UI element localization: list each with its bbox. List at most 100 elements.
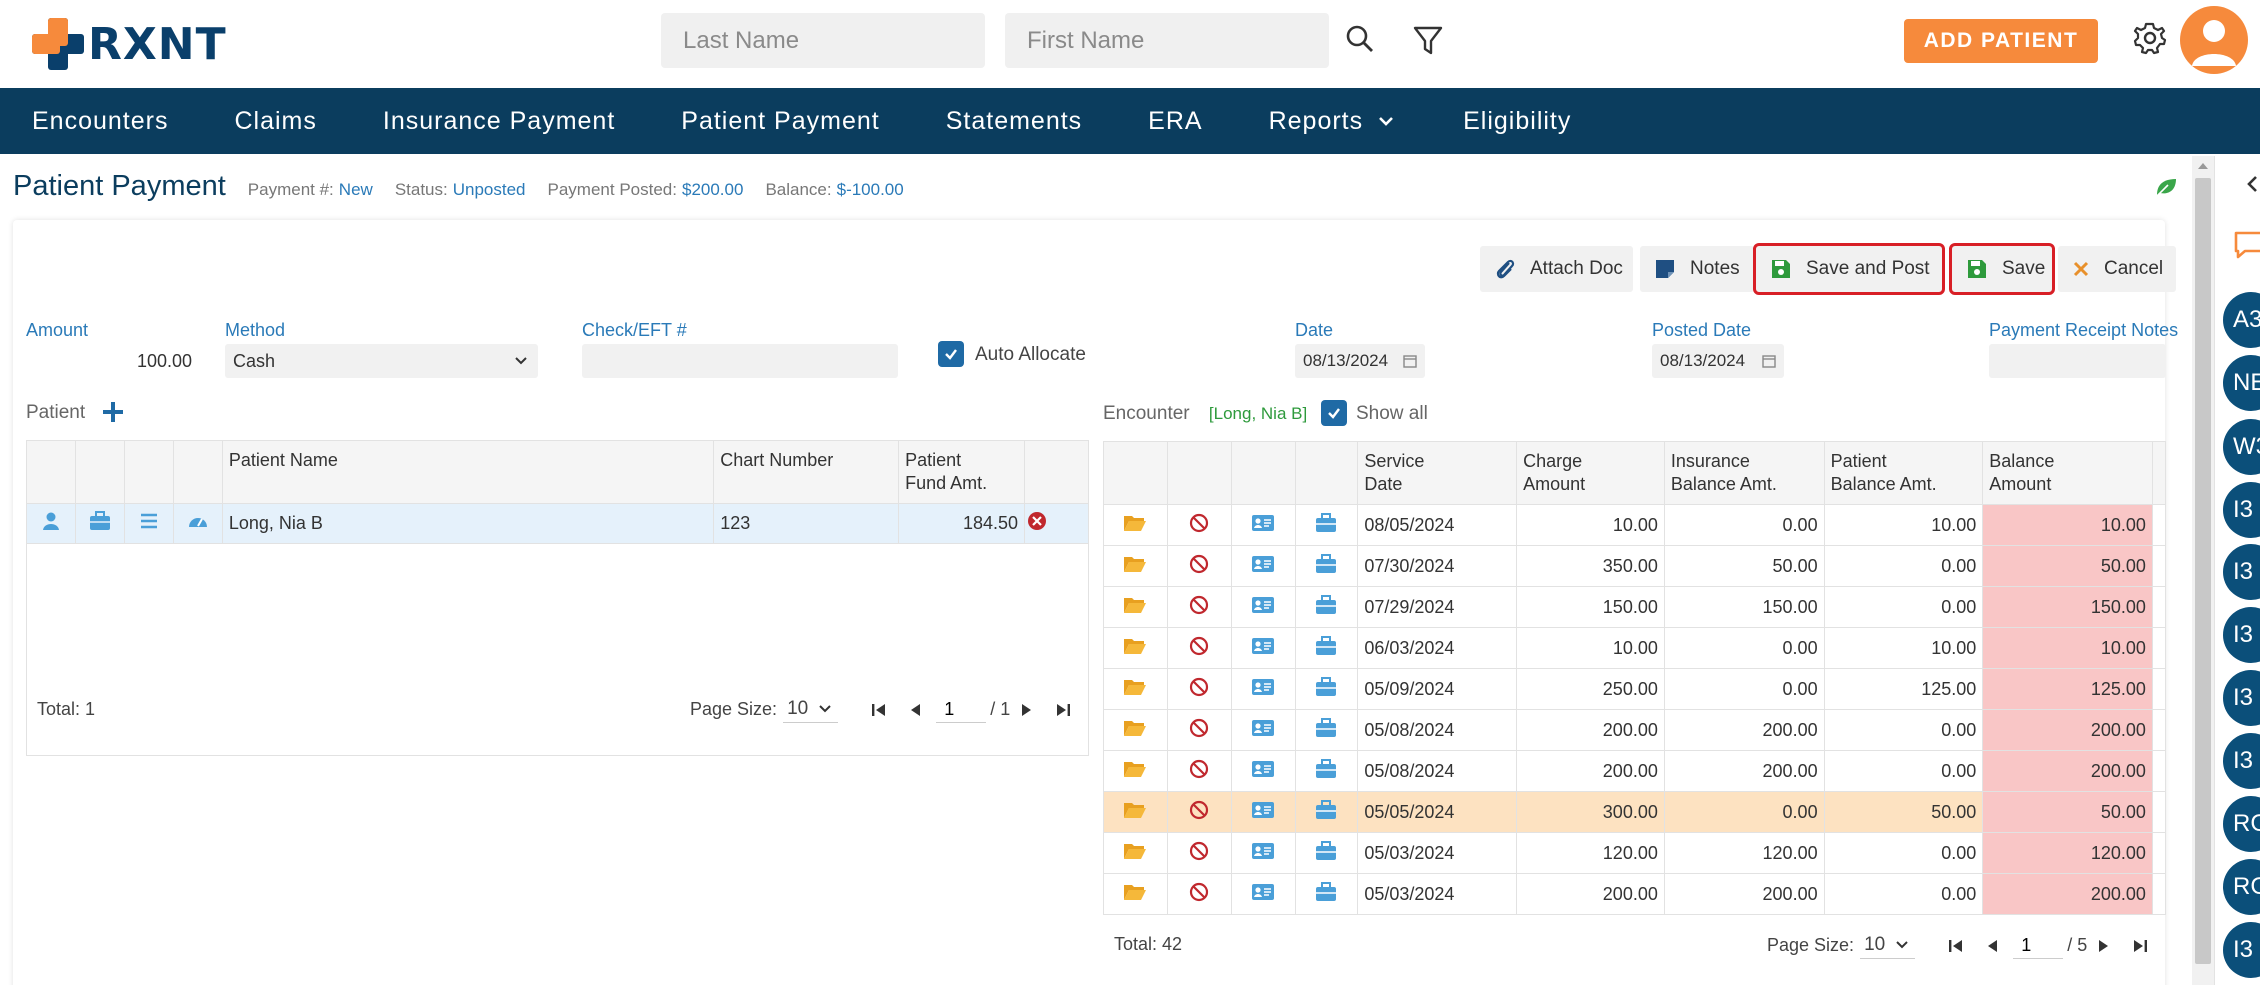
id-card-icon[interactable] — [1230, 504, 1296, 546]
table-row[interactable]: Long, Nia B 123 184.50 — [26, 503, 1089, 544]
leaf-icon[interactable] — [2154, 176, 2178, 203]
chat-icon[interactable] — [2233, 230, 2260, 260]
folder-icon[interactable] — [1103, 668, 1168, 710]
table-row[interactable]: 05/09/2024 250.00 0.00 125.00 125.00 — [1103, 668, 2167, 710]
briefcase-icon[interactable] — [1294, 791, 1359, 833]
rxnt-logo[interactable]: RXNT — [32, 14, 227, 74]
ban-icon[interactable] — [1166, 750, 1232, 792]
id-card-icon[interactable] — [1230, 709, 1296, 751]
chevron-left-icon[interactable] — [2243, 174, 2260, 194]
ban-icon[interactable] — [1166, 709, 1232, 751]
briefcase-icon[interactable] — [74, 503, 125, 544]
table-row[interactable]: 07/30/2024 350.00 50.00 0.00 50.00 — [1103, 545, 2167, 587]
gear-icon[interactable] — [2132, 20, 2168, 56]
next-page-icon[interactable] — [2097, 938, 2111, 954]
first-name-input[interactable] — [1005, 13, 1329, 68]
folder-icon[interactable] — [1103, 750, 1168, 792]
side-bubble[interactable]: I3 — [2223, 922, 2260, 978]
side-bubble[interactable]: I3 — [2223, 733, 2260, 789]
next-page-icon[interactable] — [1020, 702, 1034, 718]
table-row[interactable]: 05/08/2024 200.00 200.00 0.00 200.00 — [1103, 750, 2167, 792]
briefcase-icon[interactable] — [1294, 873, 1359, 915]
briefcase-icon[interactable] — [1294, 545, 1359, 587]
check-eft-input[interactable] — [582, 344, 898, 378]
page-size-select[interactable]: 10 — [783, 696, 839, 723]
table-row[interactable]: 07/29/2024 150.00 150.00 0.00 150.00 — [1103, 586, 2167, 628]
page-scrollbar[interactable] — [2192, 156, 2214, 985]
notes-button[interactable]: Notes — [1640, 246, 1754, 292]
cancel-button[interactable]: Cancel — [2058, 246, 2176, 292]
auto-allocate-checkbox[interactable] — [938, 341, 964, 367]
receipt-notes-input[interactable] — [1989, 344, 2166, 378]
amount-input[interactable] — [26, 344, 200, 378]
briefcase-icon[interactable] — [1294, 832, 1359, 874]
folder-icon[interactable] — [1103, 709, 1168, 751]
col-patient-name[interactable]: Patient Name — [221, 440, 715, 504]
last-name-input[interactable] — [661, 13, 985, 68]
folder-icon[interactable] — [1103, 627, 1168, 669]
nav-insurance-payment[interactable]: Insurance Payment — [382, 106, 616, 135]
show-all-checkbox[interactable] — [1321, 400, 1347, 426]
folder-icon[interactable] — [1103, 586, 1168, 628]
first-page-icon[interactable] — [1947, 938, 1965, 954]
side-bubble[interactable]: RG — [2223, 859, 2260, 915]
nav-patient-payment[interactable]: Patient Payment — [681, 106, 880, 135]
side-bubble[interactable]: I3 — [2223, 607, 2260, 663]
posted-date-input[interactable]: 08/13/2024 — [1652, 344, 1784, 378]
first-page-icon[interactable] — [870, 702, 888, 718]
briefcase-icon[interactable] — [1294, 504, 1359, 546]
person-icon[interactable] — [26, 503, 76, 544]
briefcase-icon[interactable] — [1294, 586, 1359, 628]
folder-icon[interactable] — [1103, 873, 1168, 915]
page-size-select[interactable]: 10 — [1860, 932, 1916, 959]
user-avatar[interactable] — [2180, 6, 2248, 74]
nav-era[interactable]: ERA — [1148, 106, 1203, 135]
briefcase-icon[interactable] — [1294, 709, 1359, 751]
ban-icon[interactable] — [1166, 791, 1232, 833]
folder-icon[interactable] — [1103, 504, 1168, 546]
add-patient-plus-icon[interactable] — [101, 400, 125, 429]
briefcase-icon[interactable] — [1294, 627, 1359, 669]
col-chart-number[interactable]: Chart Number — [713, 440, 900, 504]
id-card-icon[interactable] — [1230, 832, 1296, 874]
last-page-icon[interactable] — [2131, 938, 2149, 954]
table-row[interactable]: 05/05/2024 300.00 0.00 50.00 50.00 — [1103, 791, 2167, 833]
nav-statements[interactable]: Statements — [945, 106, 1083, 135]
ban-icon[interactable] — [1166, 545, 1232, 587]
attach-doc-button[interactable]: Attach Doc — [1480, 246, 1633, 292]
ban-icon[interactable] — [1166, 668, 1232, 710]
nav-reports[interactable]: Reports — [1269, 107, 1398, 136]
side-bubble[interactable]: I3 — [2223, 670, 2260, 726]
date-input[interactable]: 08/13/2024 — [1295, 344, 1425, 378]
col-charge-amount[interactable]: Charge Amount — [1516, 441, 1665, 505]
scroll-thumb[interactable] — [2195, 178, 2211, 964]
col-patient-balance[interactable]: Patient Balance Amt. — [1823, 441, 1984, 505]
briefcase-icon[interactable] — [1294, 750, 1359, 792]
gauge-icon[interactable] — [172, 503, 223, 544]
side-bubble[interactable]: A3 — [2223, 292, 2260, 348]
filter-icon[interactable] — [1410, 22, 1446, 58]
page-number-input[interactable] — [936, 696, 987, 723]
ban-icon[interactable] — [1166, 627, 1232, 669]
save-and-post-button[interactable]: Save and Post — [1753, 243, 1945, 295]
prev-page-icon[interactable] — [1985, 938, 1999, 954]
id-card-icon[interactable] — [1230, 791, 1296, 833]
col-service-date[interactable]: Service Date — [1357, 441, 1518, 505]
remove-patient-icon[interactable] — [1024, 503, 1089, 544]
table-row[interactable]: 06/03/2024 10.00 0.00 10.00 10.00 — [1103, 627, 2167, 669]
ban-icon[interactable] — [1166, 586, 1232, 628]
id-card-icon[interactable] — [1230, 873, 1296, 915]
side-bubble[interactable]: W3 — [2223, 419, 2260, 475]
table-row[interactable]: 08/05/2024 10.00 0.00 10.00 10.00 — [1103, 504, 2167, 546]
side-bubble[interactable]: I3 — [2223, 482, 2260, 538]
page-number-input[interactable] — [2013, 932, 2064, 959]
nav-encounters[interactable]: Encounters — [32, 106, 169, 135]
save-button[interactable]: Save — [1949, 243, 2055, 295]
side-bubble[interactable]: I3 — [2223, 544, 2260, 600]
briefcase-icon[interactable] — [1294, 668, 1359, 710]
ban-icon[interactable] — [1166, 504, 1232, 546]
id-card-icon[interactable] — [1230, 545, 1296, 587]
method-select[interactable]: Cash — [225, 344, 538, 378]
table-row[interactable]: 05/08/2024 200.00 200.00 0.00 200.00 — [1103, 709, 2167, 751]
search-icon[interactable] — [1342, 22, 1378, 58]
